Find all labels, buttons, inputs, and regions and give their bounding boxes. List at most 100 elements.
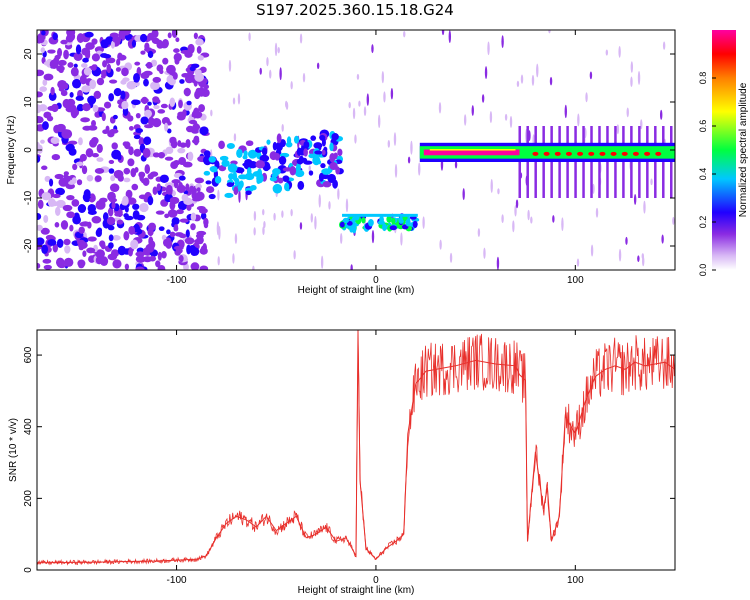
cluster-blob [244, 159, 253, 166]
cluster-blob [264, 164, 271, 170]
noise-speckle [107, 208, 113, 215]
noise-speckle [46, 115, 54, 122]
noise-speckle [171, 179, 181, 184]
noise-speckle [85, 42, 95, 50]
lower-band-blob [339, 221, 345, 228]
noise-speckle [41, 165, 48, 170]
lower-band-blob [379, 215, 384, 224]
noise-speckle [108, 93, 115, 102]
noise-speckle [157, 251, 162, 261]
cluster-blob [329, 153, 336, 163]
faint-streak [228, 59, 232, 72]
faint-streak [210, 109, 213, 117]
noise-speckle [50, 136, 60, 145]
faint-streak [483, 247, 486, 259]
noise-speckle [91, 64, 97, 71]
noise-speckle [169, 196, 180, 205]
noise-speckle [111, 142, 118, 150]
cluster-blob [332, 179, 338, 189]
noise-speckle [132, 203, 140, 210]
noise-speckle [194, 177, 205, 184]
noise-speckle [44, 175, 51, 183]
noise-speckle [77, 259, 86, 268]
noise-speckle [105, 125, 110, 133]
cluster-blob [308, 170, 314, 176]
noise-speckle [131, 183, 139, 191]
noise-speckle [197, 55, 204, 61]
lower-band-blob [368, 219, 374, 227]
noise-speckle [178, 233, 187, 239]
faint-streak [618, 46, 621, 58]
noise-speckle [182, 161, 193, 168]
heatmap-y-tick-label: 0 [23, 147, 34, 153]
noise-speckle [37, 262, 41, 269]
faint-streak [371, 229, 375, 244]
faint-streak [281, 123, 284, 132]
noise-speckle [144, 124, 154, 129]
noise-speckle [167, 209, 178, 218]
noise-speckle [89, 193, 95, 198]
noise-speckle [140, 33, 148, 43]
faint-streak [390, 87, 394, 100]
noise-speckle [70, 108, 78, 119]
noise-speckle [152, 186, 158, 196]
faint-streak [293, 250, 296, 260]
noise-speckle [150, 81, 160, 91]
snr-y-tick-label: 0 [23, 567, 34, 573]
noise-speckle [37, 69, 45, 77]
noise-speckle [157, 109, 166, 114]
noise-speckle [106, 63, 112, 74]
noise-speckle [177, 147, 186, 154]
faint-streak [490, 178, 493, 193]
noise-speckle [174, 57, 180, 65]
noise-speckle [193, 32, 198, 40]
carrier-hotspot [543, 151, 550, 156]
lower-band-blob [412, 220, 418, 229]
snr-y-tick-label: 200 [23, 490, 34, 507]
noise-speckle [73, 63, 78, 68]
noise-speckle [152, 152, 160, 158]
heatmap-y-tick-label: -10 [23, 190, 34, 205]
noise-speckle [42, 258, 52, 264]
cluster-blob [278, 156, 287, 165]
noise-speckle [135, 128, 144, 134]
noise-speckle [112, 36, 122, 44]
noise-speckle [131, 39, 137, 48]
noise-speckle [196, 205, 206, 211]
noise-speckle [43, 214, 49, 223]
faint-streak [340, 233, 343, 244]
faint-streak [626, 107, 629, 118]
noise-speckle [127, 158, 135, 167]
noise-speckle [185, 138, 191, 148]
faint-streak [279, 67, 282, 81]
snr-series-noise [37, 333, 675, 566]
noise-speckle [76, 103, 85, 112]
noise-speckle [37, 91, 43, 98]
noise-speckle [142, 148, 151, 158]
faint-streak [277, 47, 280, 54]
noise-speckle [79, 74, 87, 85]
noise-speckle [199, 265, 209, 270]
noise-speckle [147, 32, 155, 41]
noise-speckle [58, 177, 69, 187]
noise-speckle [122, 141, 129, 147]
cluster-blob [335, 166, 341, 175]
faint-streak [237, 93, 241, 105]
cluster-blob [321, 149, 326, 156]
cluster-blob [245, 190, 252, 196]
noise-speckle [141, 96, 148, 105]
cluster-blob [261, 147, 268, 156]
noise-speckle [170, 139, 178, 149]
faint-streak [400, 232, 403, 246]
noise-speckle [200, 245, 206, 254]
faint-streak [299, 33, 303, 44]
cluster-blob [329, 142, 334, 152]
noise-speckle [174, 224, 179, 229]
noise-speckle [108, 168, 115, 174]
noise-speckle [82, 250, 87, 257]
noise-speckle [81, 221, 90, 227]
faint-streak [248, 32, 251, 42]
noise-speckle [127, 115, 134, 122]
noise-speckle [177, 111, 185, 118]
cluster-blob [249, 184, 257, 191]
